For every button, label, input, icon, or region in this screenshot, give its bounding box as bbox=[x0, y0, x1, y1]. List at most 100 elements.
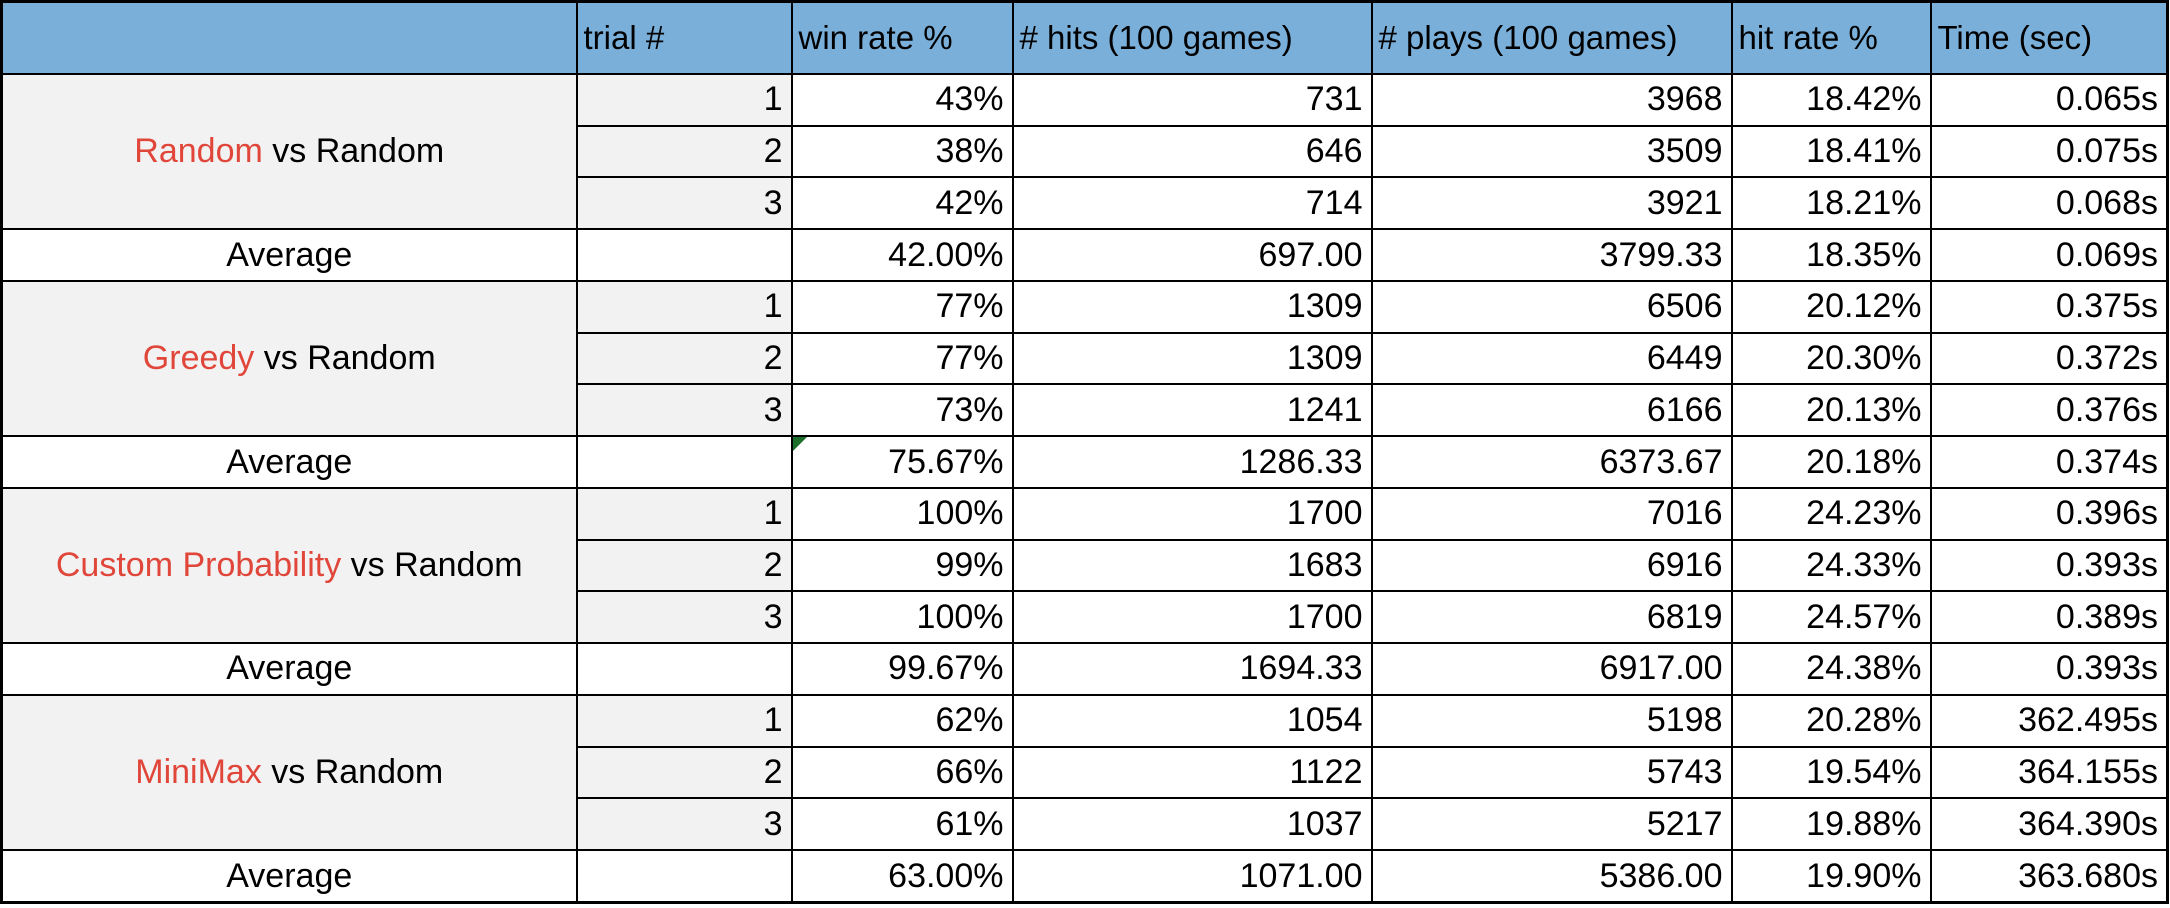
header-plays: # plays (100 games) bbox=[1370, 0, 1733, 75]
trial-number-cell: 1 bbox=[575, 693, 793, 748]
average-win-rate-cell: 75.67% bbox=[790, 435, 1014, 489]
average-hit-rate-cell: 19.90% bbox=[1730, 849, 1932, 904]
time-cell: 0.065s bbox=[1929, 73, 2169, 127]
trial-number-cell: 2 bbox=[575, 331, 793, 386]
trial-number-cell: 1 bbox=[575, 73, 793, 127]
win-rate-cell: 66% bbox=[790, 745, 1014, 800]
time-cell: 0.375s bbox=[1929, 279, 2169, 334]
header-corner-cell bbox=[0, 0, 578, 75]
win-rate-cell: 77% bbox=[790, 331, 1014, 386]
trial-row: 3 73% 1241 6166 20.13% 0.376s bbox=[2, 383, 2169, 438]
average-trial-cell bbox=[575, 642, 793, 696]
opponent-label: vs Random bbox=[341, 545, 523, 584]
plays-cell: 5217 bbox=[1370, 797, 1733, 852]
win-rate-cell: 77% bbox=[790, 279, 1014, 334]
time-cell: 0.376s bbox=[1929, 383, 2169, 438]
average-label: Average bbox=[0, 435, 578, 489]
header-hit-rate: hit rate % bbox=[1730, 0, 1932, 75]
matchup-cell: MiniMax vs Random bbox=[0, 693, 578, 852]
hit-rate-cell: 24.23% bbox=[1730, 486, 1932, 541]
hits-cell: 1309 bbox=[1011, 279, 1373, 334]
average-plays-cell: 5386.00 bbox=[1370, 849, 1733, 904]
hits-cell: 1122 bbox=[1011, 745, 1373, 800]
average-time-cell: 0.069s bbox=[1929, 228, 2169, 282]
trial-row: Random vs Random 1 43% 731 3968 18.42% 0.065s bbox=[0, 72, 2169, 231]
win-rate-cell: 99% bbox=[790, 538, 1014, 593]
hit-rate-cell: 20.12% bbox=[1730, 279, 1932, 334]
time-cell: 0.396s bbox=[1929, 486, 2169, 541]
trial-row: Custom Probability vs Random 1 100% 1700 701… bbox=[0, 486, 2169, 645]
opponent-label: vs Random bbox=[262, 132, 445, 171]
trial-row: 3 100% 1700 6819 24.57% 0.389s bbox=[2, 590, 2169, 645]
win-rate-cell: 61% bbox=[790, 797, 1014, 852]
average-time-cell: 0.374s bbox=[1929, 435, 2169, 489]
hit-rate-cell: 20.28% bbox=[1730, 693, 1932, 748]
average-hit-rate-cell: 18.35% bbox=[1730, 228, 1932, 282]
average-label: Average bbox=[0, 228, 578, 282]
plays-cell: 3968 bbox=[1370, 73, 1733, 127]
hit-rate-cell: 18.21% bbox=[1730, 176, 1932, 231]
hits-cell: 1241 bbox=[1011, 383, 1373, 438]
time-cell: 0.372s bbox=[1929, 331, 2169, 386]
time-cell: 0.393s bbox=[1929, 538, 2169, 593]
plays-cell: 6506 bbox=[1370, 279, 1733, 334]
average-time-cell: 0.393s bbox=[1929, 642, 2169, 696]
trial-row: 3 42% 714 3921 18.21% 0.068s bbox=[2, 176, 2169, 231]
plays-cell: 3921 bbox=[1370, 176, 1733, 231]
trial-number-cell: 3 bbox=[575, 383, 793, 438]
plays-cell: 5743 bbox=[1370, 745, 1733, 800]
average-win-rate-cell: 63.00% bbox=[790, 849, 1014, 904]
average-plays-cell: 6917.00 bbox=[1370, 642, 1733, 696]
win-rate-cell: 62% bbox=[790, 693, 1014, 748]
hits-cell: 1700 bbox=[1011, 486, 1373, 541]
trial-number-cell: 3 bbox=[575, 590, 793, 645]
average-row: Average 42.00% 697.00 3799.33 18.35% 0.069s bbox=[0, 228, 2169, 282]
average-hits-cell: 697.00 bbox=[1011, 228, 1373, 282]
trial-number-cell: 2 bbox=[575, 538, 793, 593]
header-win-rate: win rate % bbox=[790, 0, 1014, 75]
average-label: Average bbox=[0, 642, 578, 696]
average-hits-cell: 1071.00 bbox=[1011, 849, 1373, 904]
trial-row: 2 38% 646 3509 18.41% 0.075s bbox=[2, 124, 2169, 179]
average-plays-cell: 6373.67 bbox=[1370, 435, 1733, 489]
time-cell: 0.068s bbox=[1929, 176, 2169, 231]
hit-rate-cell: 20.30% bbox=[1730, 331, 1932, 386]
time-cell: 364.390s bbox=[1929, 797, 2169, 852]
average-plays-cell: 3799.33 bbox=[1370, 228, 1733, 282]
hit-rate-cell: 18.41% bbox=[1730, 124, 1932, 179]
plays-cell: 6166 bbox=[1370, 383, 1733, 438]
time-cell: 0.075s bbox=[1929, 124, 2169, 179]
trial-number-cell: 2 bbox=[575, 124, 793, 179]
hit-rate-cell: 24.57% bbox=[1730, 590, 1932, 645]
average-trial-cell bbox=[575, 228, 793, 282]
plays-cell: 5198 bbox=[1370, 693, 1733, 748]
trial-number-cell: 1 bbox=[575, 486, 793, 541]
hit-rate-cell: 18.42% bbox=[1730, 73, 1932, 127]
plays-cell: 6916 bbox=[1370, 538, 1733, 593]
win-rate-cell: 100% bbox=[790, 590, 1014, 645]
plays-cell: 3509 bbox=[1370, 124, 1733, 179]
average-row: Average 75.67% 1286.33 6373.67 20.18% 0.374s bbox=[0, 435, 2169, 489]
header-time: Time (sec) bbox=[1929, 0, 2169, 75]
average-row: Average 63.00% 1071.00 5386.00 19.90% 363.680… bbox=[0, 849, 2169, 904]
win-rate-cell: 42% bbox=[790, 176, 1014, 231]
time-cell: 0.389s bbox=[1929, 590, 2169, 645]
matchup-cell: Greedy vs Random bbox=[0, 279, 578, 438]
average-trial-cell bbox=[575, 849, 793, 904]
plays-cell: 6819 bbox=[1370, 590, 1733, 645]
average-win-rate-cell: 99.67% bbox=[790, 642, 1014, 696]
average-label: Average bbox=[0, 849, 578, 904]
average-win-rate-cell: 42.00% bbox=[790, 228, 1014, 282]
hit-rate-cell: 24.33% bbox=[1730, 538, 1932, 593]
header-hits: # hits (100 games) bbox=[1011, 0, 1373, 75]
average-row: Average 99.67% 1694.33 6917.00 24.38% 0.393s bbox=[0, 642, 2169, 696]
trial-row: 2 99% 1683 6916 24.33% 0.393s bbox=[2, 538, 2169, 593]
trial-number-cell: 1 bbox=[575, 279, 793, 334]
trial-row: 2 77% 1309 6449 20.30% 0.372s bbox=[2, 331, 2169, 386]
hits-cell: 714 bbox=[1011, 176, 1373, 231]
hits-cell: 1700 bbox=[1011, 590, 1373, 645]
average-hits-cell: 1286.33 bbox=[1011, 435, 1373, 489]
average-hit-rate-cell: 20.18% bbox=[1730, 435, 1932, 489]
hit-rate-cell: 19.88% bbox=[1730, 797, 1932, 852]
hit-rate-cell: 19.54% bbox=[1730, 745, 1932, 800]
